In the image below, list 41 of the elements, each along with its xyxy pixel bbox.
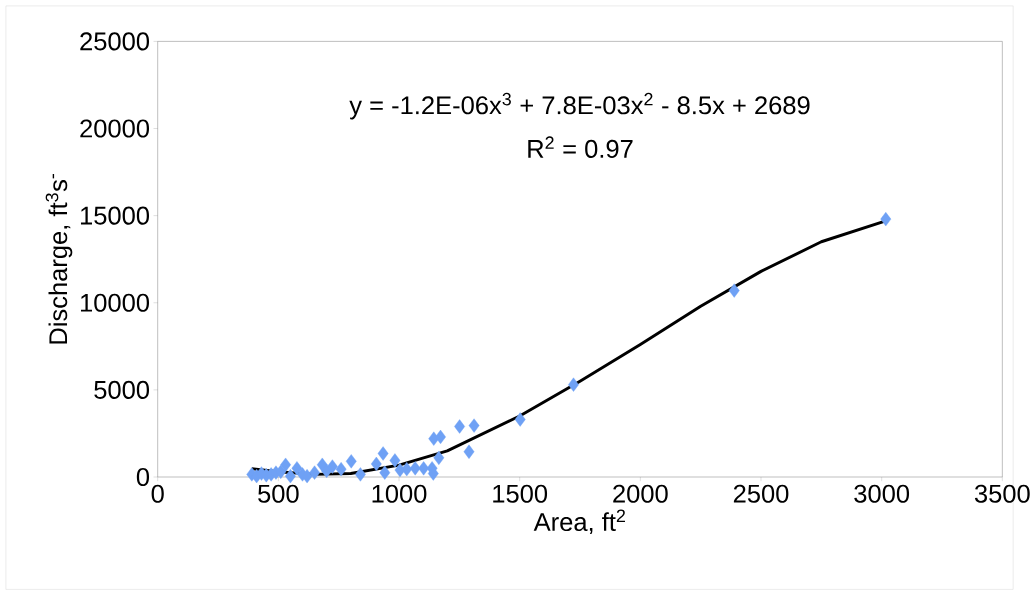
point [355, 467, 366, 482]
y-tick-label: 15000 [80, 206, 150, 225]
y-tick-label: 5000 [94, 380, 150, 399]
point [418, 461, 430, 476]
x-tick-label: 1500 [493, 484, 548, 503]
y-tick-label: 0 [136, 467, 150, 486]
point [433, 450, 445, 465]
point [463, 444, 475, 459]
point [454, 419, 465, 434]
point [335, 461, 347, 477]
x-tick-label: 2000 [613, 484, 668, 503]
annotation: R$^{2}$ = 0.97 [528, 136, 633, 158]
x-tick-label: 1000 [372, 484, 427, 503]
point [728, 283, 740, 298]
point [568, 377, 579, 392]
x-tick-label: 2500 [733, 484, 789, 503]
y-axis-title: Discharge, ft$^{3}$s$^{-}$ [45, 173, 73, 344]
point [291, 461, 303, 476]
point [309, 465, 320, 480]
x-tick-label: 500 [258, 484, 299, 503]
x-tick-label: 3000 [854, 484, 910, 503]
point [370, 456, 382, 471]
x-tick-label: 0 [151, 484, 164, 503]
y-tick-label: 25000 [80, 32, 150, 51]
point [401, 461, 413, 477]
point [280, 457, 291, 472]
point [468, 418, 480, 433]
point [435, 429, 446, 444]
point [880, 211, 892, 227]
y-tick-label: 20000 [80, 119, 150, 138]
point [389, 453, 401, 468]
point [379, 465, 391, 480]
x-axis-title: Area, ft$^{2}$ [533, 509, 625, 534]
point [409, 461, 421, 476]
point [377, 446, 389, 461]
y-tick-label: 10000 [80, 293, 150, 312]
point [514, 412, 526, 427]
point [345, 454, 357, 469]
annotation: y = -1.2E-06x$^{3}$ + 7.8E-03x$^{2}$ - 8.5x + 2689 [349, 92, 810, 120]
point [327, 459, 338, 474]
x-tick-label: 3500 [974, 484, 1030, 503]
